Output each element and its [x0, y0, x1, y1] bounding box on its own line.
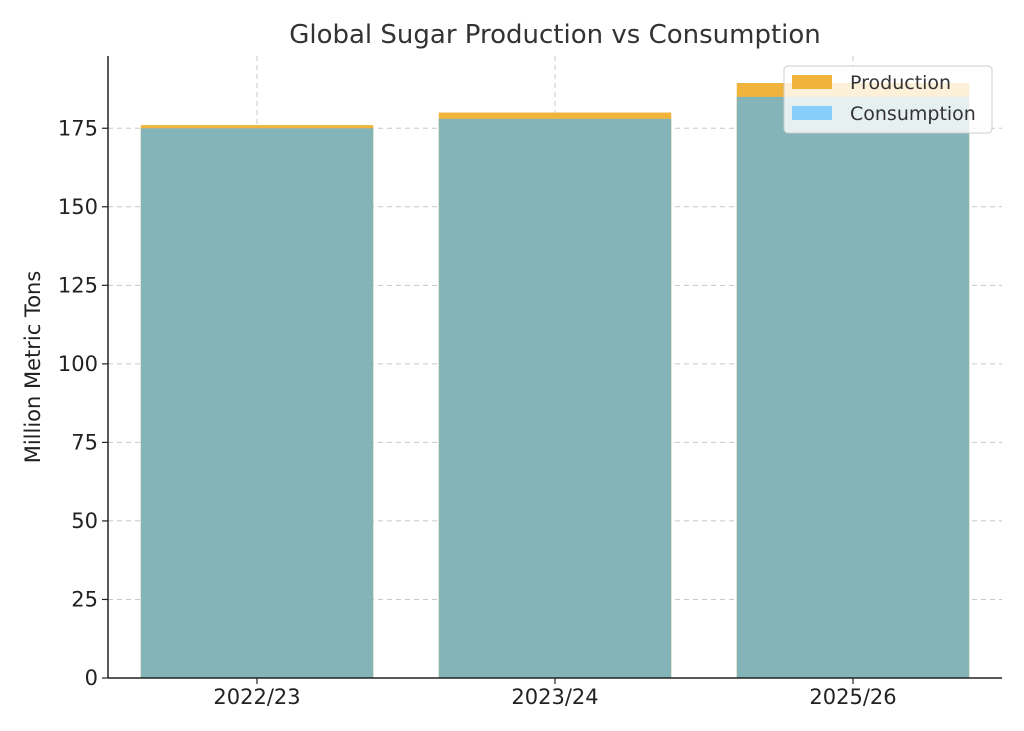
- bar-consumption: [140, 128, 374, 679]
- y-tick-label: 100: [58, 352, 98, 376]
- y-tick-label: 25: [71, 587, 98, 611]
- legend-frame: [783, 65, 993, 134]
- y-tick-label: 0: [85, 666, 98, 690]
- legend: Production Consumption: [783, 65, 993, 134]
- bar-consumption: [438, 118, 672, 678]
- x-tick-label: 2023/24: [511, 685, 598, 709]
- legend-swatch-production: [792, 75, 832, 89]
- x-tick-label: 2022/23: [213, 685, 300, 709]
- legend-label-production: Production: [850, 72, 951, 94]
- legend-swatch-consumption: [792, 106, 832, 120]
- y-axis-label: Million Metric Tons: [21, 271, 45, 464]
- bars-layer: [140, 83, 970, 679]
- y-tick-label: 125: [58, 273, 98, 297]
- y-tick-label: 175: [58, 116, 98, 140]
- y-tick-label: 150: [58, 195, 98, 219]
- bar-consumption: [736, 96, 970, 679]
- y-tick-label: 50: [71, 509, 98, 533]
- ticks-layer: 0 25 50 75 100 125 150 175 2022/23 2023/24 2025/26: [58, 116, 897, 709]
- chart-title: Global Sugar Production vs Consumption: [289, 20, 821, 50]
- legend-label-consumption: Consumption: [850, 103, 976, 125]
- y-tick-label: 75: [71, 430, 98, 454]
- x-tick-label: 2025/26: [809, 685, 896, 709]
